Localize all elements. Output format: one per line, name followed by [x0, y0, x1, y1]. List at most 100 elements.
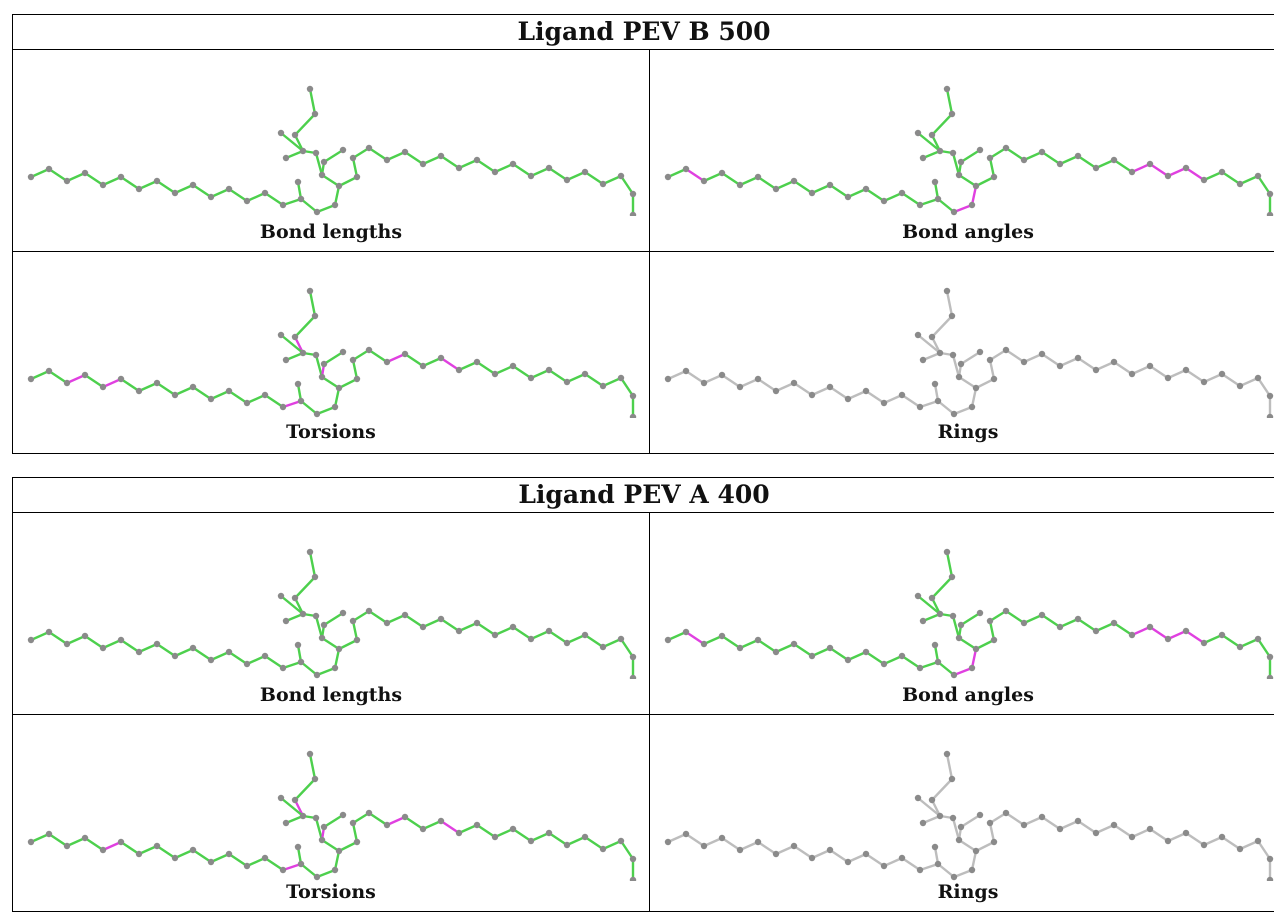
atom	[943, 548, 951, 556]
panel-torsions: Torsions	[13, 715, 649, 913]
bond	[293, 314, 317, 339]
atom	[1236, 643, 1244, 651]
atom	[45, 830, 53, 838]
atom	[63, 640, 71, 648]
bond	[209, 852, 231, 864]
panel-caption: Bond lengths	[259, 221, 403, 243]
bond	[137, 381, 159, 393]
atom	[27, 375, 35, 383]
atom	[1218, 631, 1226, 639]
bond	[1184, 831, 1206, 847]
atom	[383, 821, 391, 829]
bond	[846, 650, 868, 662]
bond	[322, 350, 345, 366]
atom	[1092, 164, 1100, 172]
atom	[277, 794, 285, 802]
bond	[951, 614, 961, 640]
bond	[293, 575, 317, 600]
bond	[421, 819, 443, 831]
atom	[294, 380, 302, 388]
atom	[401, 350, 409, 358]
bond	[385, 352, 407, 364]
bond	[774, 642, 796, 654]
bond	[403, 815, 425, 831]
atom	[312, 814, 320, 822]
bond	[882, 856, 904, 868]
atom	[207, 858, 215, 866]
atom	[339, 811, 347, 819]
atom	[948, 775, 956, 783]
molecule-diagram	[664, 287, 1274, 418]
atom	[455, 627, 463, 635]
bond	[385, 815, 407, 827]
bond	[1004, 146, 1026, 162]
atom	[339, 609, 347, 617]
atom	[986, 819, 994, 827]
atom	[629, 190, 637, 198]
atom	[1266, 392, 1274, 400]
atom	[1200, 176, 1208, 184]
atom	[931, 843, 939, 851]
atom	[1254, 172, 1262, 180]
atom	[563, 639, 571, 647]
atom	[306, 548, 314, 556]
bond	[137, 844, 159, 856]
bond	[1130, 827, 1152, 839]
molecule-diagram	[27, 750, 637, 881]
bond	[1094, 158, 1116, 170]
atom	[617, 837, 625, 845]
atom	[135, 185, 143, 193]
atom	[1236, 180, 1244, 188]
bond	[227, 650, 249, 666]
atom	[299, 610, 307, 618]
bond	[1166, 166, 1188, 178]
atom	[948, 110, 956, 118]
bond	[1040, 352, 1062, 368]
panel-caption: Torsions	[286, 421, 376, 443]
atom	[291, 131, 299, 139]
bond	[403, 613, 425, 629]
atom	[335, 384, 343, 392]
ligand-title: Ligand PEV B 500	[13, 15, 1274, 50]
atom	[682, 165, 690, 173]
atom	[950, 208, 958, 216]
atom	[955, 836, 963, 844]
atom	[990, 173, 998, 181]
bond	[1112, 360, 1134, 376]
atom	[189, 644, 197, 652]
atom	[700, 842, 708, 850]
atom	[27, 838, 35, 846]
bond	[1094, 823, 1116, 835]
bond	[1022, 815, 1044, 827]
bond	[1076, 617, 1098, 633]
atom	[1218, 833, 1226, 841]
bond	[952, 203, 974, 214]
atom	[279, 866, 287, 874]
bond	[974, 638, 996, 651]
bond	[1238, 174, 1260, 186]
atom	[277, 129, 285, 137]
atom	[419, 825, 427, 833]
atom	[313, 671, 321, 679]
atom	[936, 147, 944, 155]
atom	[1074, 817, 1082, 825]
atom	[808, 189, 816, 197]
atom	[527, 837, 535, 845]
atom	[664, 173, 672, 181]
atom	[1254, 374, 1262, 382]
atom	[790, 640, 798, 648]
bond	[299, 660, 319, 677]
atom	[261, 652, 269, 660]
bond	[882, 191, 904, 203]
bond	[864, 650, 886, 666]
atom	[299, 349, 307, 357]
atom	[1146, 362, 1154, 370]
bond	[65, 836, 87, 848]
atom	[1110, 156, 1118, 164]
bond	[970, 647, 978, 670]
bond	[988, 821, 996, 844]
atom	[261, 189, 269, 197]
atom	[45, 628, 53, 636]
molecule-diagram	[27, 85, 637, 216]
bond	[1004, 609, 1026, 625]
